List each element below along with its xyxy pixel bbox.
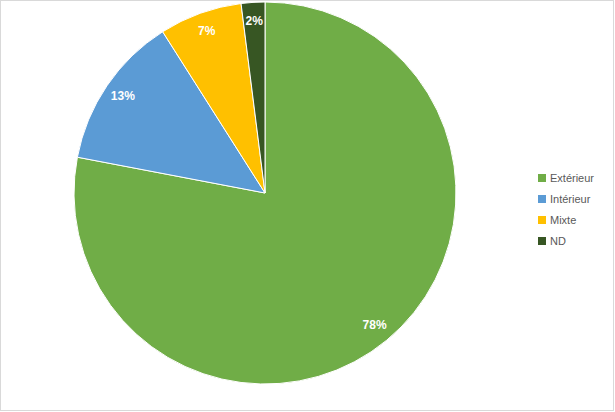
data-label: 78% [363,318,387,332]
legend-label: Extérieur [550,172,594,184]
legend: Extérieur Intérieur Mixte ND [538,172,594,247]
data-labels: 78% 13% 7% 2% [111,14,387,332]
legend-swatch [538,237,546,245]
pie-slice [241,2,265,193]
data-label: 7% [198,24,216,38]
legend-label: Intérieur [550,193,591,205]
legend-swatch [538,216,546,224]
chart: 78% 13% 7% 2% Extérieur Intérieur Mixte ND [0,0,615,412]
legend-label: Mixte [550,214,576,226]
legend-swatch [538,195,546,203]
data-label: 13% [111,89,135,103]
slices [74,2,456,384]
pie-slice [74,2,456,384]
data-label: 2% [246,14,264,28]
legend-swatch [538,174,546,182]
chart-frame [1,1,614,411]
legend-label: ND [550,235,566,247]
